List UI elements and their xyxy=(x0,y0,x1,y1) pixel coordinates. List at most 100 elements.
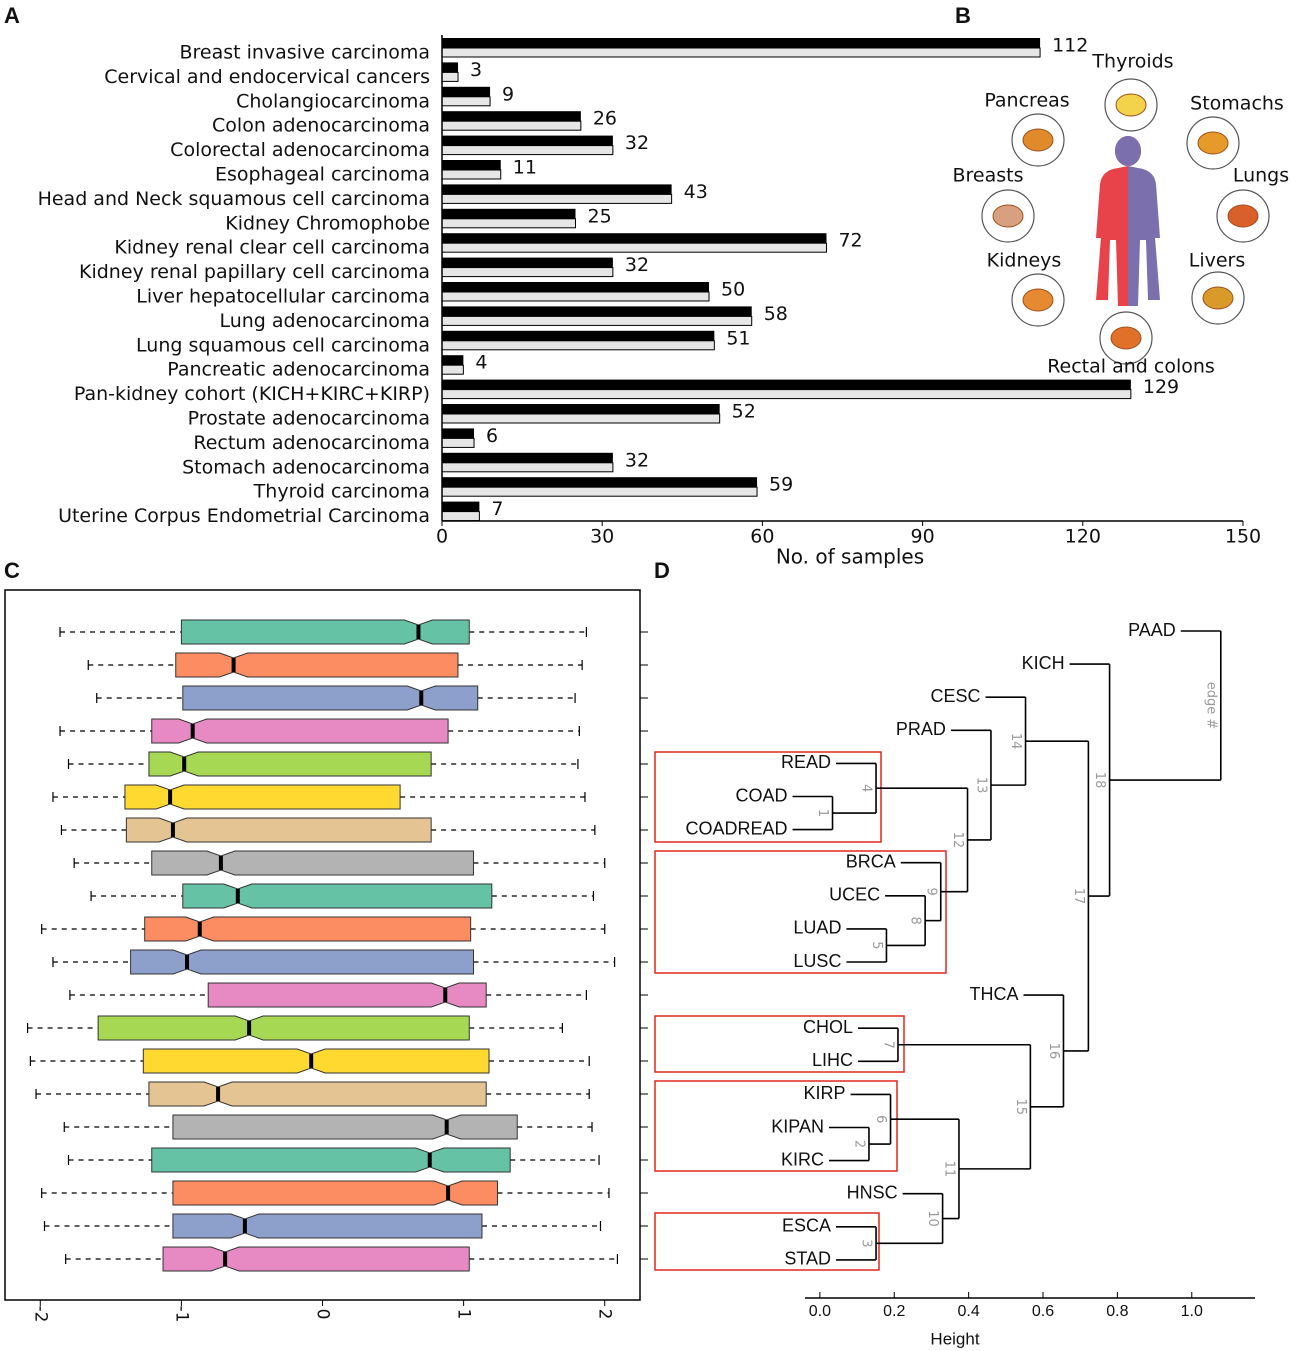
category-label: Head and Neck squamous cell carcinoma xyxy=(38,188,430,210)
value-label: 26 xyxy=(593,108,617,130)
bar xyxy=(441,511,480,522)
bar xyxy=(442,404,720,414)
category-label: Rectum adenocarcinoma xyxy=(193,432,430,454)
value-label: 32 xyxy=(625,449,649,471)
bar xyxy=(441,96,491,107)
box xyxy=(144,916,472,942)
organ-icon xyxy=(1202,286,1234,310)
bar xyxy=(442,184,672,195)
edge-label: 6 xyxy=(873,1115,888,1123)
x-tick-label: 30 xyxy=(590,526,614,548)
organ-label: Rectal and colons xyxy=(1047,356,1215,378)
value-label: 52 xyxy=(732,401,756,423)
leaf-label: CESC xyxy=(931,686,981,706)
x-tick-label: 150 xyxy=(1225,526,1261,548)
leaf-label: COAD xyxy=(736,785,788,805)
edge-label: 13 xyxy=(973,777,988,794)
x-tick-label: 0 xyxy=(436,526,448,548)
bar xyxy=(441,486,758,497)
category-label: Thyroid carcinoma xyxy=(253,481,430,503)
bar xyxy=(442,330,715,341)
bar xyxy=(441,315,753,326)
value-label: 129 xyxy=(1143,376,1179,398)
bar xyxy=(442,257,613,268)
panel-label: A xyxy=(4,3,20,28)
edge-label: 18 xyxy=(1092,772,1107,789)
body-figure xyxy=(1096,136,1160,306)
bar xyxy=(442,428,475,439)
x-tick-label: 0.8 xyxy=(1106,1303,1128,1320)
bar xyxy=(441,413,721,424)
bar xyxy=(441,145,614,156)
box xyxy=(162,1246,470,1272)
leaf-label: LUAD xyxy=(793,918,841,938)
body-right xyxy=(1114,136,1160,306)
edge-label: 7 xyxy=(880,1041,895,1049)
organ-label: Stomachs xyxy=(1190,93,1284,115)
edge-label: 3 xyxy=(859,1239,874,1247)
box xyxy=(151,1147,511,1173)
cluster-box xyxy=(654,1212,880,1271)
leaf-label: LIHC xyxy=(812,1050,853,1070)
body-left xyxy=(1096,136,1142,306)
category-label: Colorectal adenocarcinoma xyxy=(170,139,430,161)
x-tick-label: 1 xyxy=(454,1309,474,1320)
box xyxy=(142,1048,490,1074)
edge-label: 15 xyxy=(1013,1099,1028,1116)
bar xyxy=(441,462,614,473)
value-label: 4 xyxy=(475,352,487,374)
bar xyxy=(442,452,613,463)
edge-label: 10 xyxy=(925,1210,940,1227)
bar xyxy=(442,135,613,146)
box xyxy=(130,949,474,975)
bar xyxy=(442,379,1131,390)
organ-icon xyxy=(992,204,1024,228)
box xyxy=(151,850,474,876)
x-tick-label: 120 xyxy=(1065,526,1101,548)
x-tick-label: 0.6 xyxy=(1032,1303,1054,1320)
value-label: 7 xyxy=(491,498,503,520)
value-label: 6 xyxy=(486,425,498,447)
value-label: 11 xyxy=(513,157,537,179)
leaf-label: ESCA xyxy=(782,1216,831,1236)
leaf-label: CHOL xyxy=(803,1017,853,1037)
category-label: Stomach adenocarcinoma xyxy=(182,456,430,478)
leaf-label: KIPAN xyxy=(771,1116,824,1136)
bar xyxy=(441,291,710,302)
bar xyxy=(441,218,576,229)
category-label: Kidney renal papillary cell carcinoma xyxy=(79,261,430,283)
leaf-label: READ xyxy=(781,752,831,772)
category-label: Lung adenocarcinoma xyxy=(219,310,430,332)
bar xyxy=(442,208,576,219)
category-label: Liver hepatocellular carcinoma xyxy=(136,286,430,308)
x-tick-label: 60 xyxy=(750,526,774,548)
category-label: Lung squamous cell carcinoma xyxy=(136,334,430,356)
value-label: 25 xyxy=(588,205,612,227)
bar xyxy=(442,282,709,292)
bar xyxy=(441,389,1132,400)
organ-icon xyxy=(1022,288,1054,312)
leaf-label: KICH xyxy=(1022,653,1065,673)
box xyxy=(182,883,493,909)
bar xyxy=(442,111,581,122)
category-label: Kidney Chromophobe xyxy=(225,212,430,234)
box xyxy=(207,982,487,1008)
leaf-label: PAAD xyxy=(1128,620,1176,640)
bar xyxy=(441,364,464,375)
x-tick-label: 2 xyxy=(595,1309,615,1320)
bar xyxy=(442,233,827,244)
cluster-box xyxy=(654,850,947,974)
panel-label: D xyxy=(654,558,670,583)
category-label: Colon adenocarcinoma xyxy=(212,115,430,137)
edge-label: 1 xyxy=(815,809,830,817)
x-tick-label: 0.4 xyxy=(958,1303,980,1320)
organ-icon xyxy=(1197,131,1229,155)
bar xyxy=(442,306,752,317)
bar xyxy=(441,47,1041,58)
box xyxy=(148,751,432,777)
value-label: 59 xyxy=(769,474,793,496)
box xyxy=(180,619,470,645)
value-label: 9 xyxy=(502,83,514,105)
bar xyxy=(441,267,614,278)
box xyxy=(182,685,479,711)
